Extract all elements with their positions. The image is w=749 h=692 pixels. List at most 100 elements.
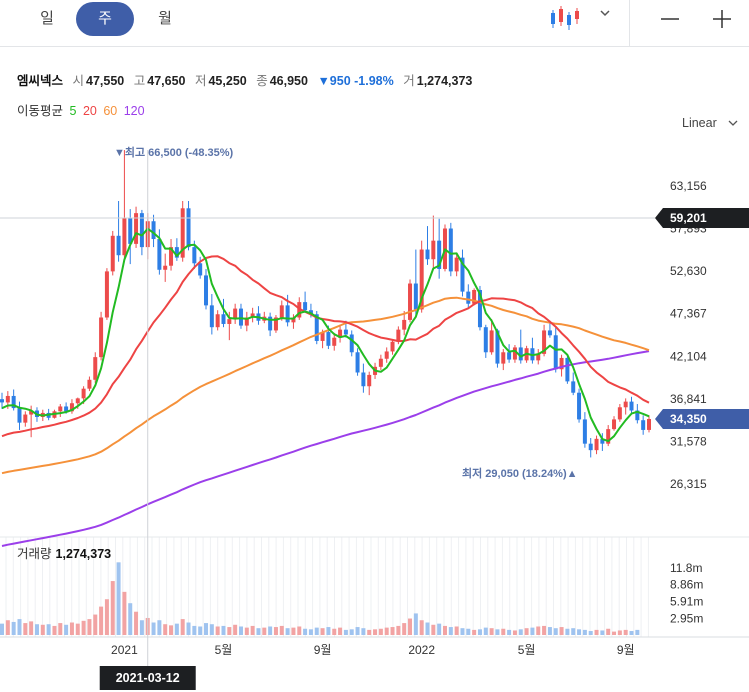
candle-body [93,357,98,380]
candle-body [215,314,220,328]
candle-body [460,257,465,292]
price-tick-label: 36,841 [670,392,707,406]
volume-bar [308,629,313,635]
candle-body [629,401,634,411]
volume-bar [466,628,471,635]
candle-body [17,408,22,423]
candlestick-icon[interactable] [549,4,583,32]
high-annotation: ▼최고 66,500 (-48.35%) [114,145,234,159]
volume-bar [588,631,593,635]
volume-bar [617,630,622,635]
volume-bar [174,623,179,635]
candle-body [518,347,523,361]
candle-body [378,358,383,367]
scale-selector[interactable]: Linear [682,116,738,130]
volume-bar [303,628,308,635]
candle-body [635,410,640,421]
price-tick-label: 52,630 [670,264,707,278]
candle-body [192,247,197,264]
candle-body [606,429,611,444]
candle-body [553,335,558,370]
candle-body [384,351,389,359]
candle-body [198,263,203,276]
candle-body [600,438,605,444]
candle-body [29,410,34,415]
ma-legend-60[interactable]: 60 [103,104,118,118]
candle-body [641,420,646,430]
volume-bar [58,623,63,635]
volume-bar [34,624,39,635]
volume-bar [512,630,517,635]
low-label: 저 [194,74,207,88]
volume-bar [384,627,389,635]
candle-body [582,419,587,444]
price-tick-label: 42,104 [670,349,707,363]
volume-bar [29,621,34,635]
ma-legend-120[interactable]: 120 [123,104,145,118]
volume-bar [623,629,628,635]
plus-icon[interactable] [711,8,733,30]
volume-bar [565,628,570,635]
tab-weekly[interactable]: 주 [76,2,134,36]
candle-body [547,330,552,336]
candle-body [163,265,168,270]
volume-bar [635,629,640,635]
volume-bar [553,628,558,635]
change-value: ▼950 -1.98% [317,74,394,88]
price-tick-label: 47,367 [670,307,707,321]
volume-bar [326,627,331,635]
candle-body [291,317,296,323]
candle-body [419,249,424,310]
volume-bar [355,627,360,635]
candle-body [647,419,651,430]
candle-body [268,316,273,331]
volume-bar [594,629,599,635]
candle-body [180,208,185,258]
crosshair-price-label: 59,201 [670,211,707,225]
candle-body [477,289,482,328]
volume-bar [396,625,401,635]
candle-body [431,240,436,260]
volume-bar [477,629,482,635]
volume-bar [93,614,98,635]
volume-bar [437,623,442,635]
tab-monthly[interactable]: 월 [158,10,172,27]
volume-bar [518,629,523,635]
candle-body [244,317,249,326]
volume-bar [151,622,156,635]
candle-body [501,352,506,364]
price-tick-label: 63,156 [670,179,707,193]
candle-body [87,379,92,389]
candle-body [396,329,401,342]
minus-icon[interactable] [659,8,681,30]
volume-bar [233,624,238,635]
candle-body [75,398,80,404]
volume-bar [495,629,500,635]
chevron-down-icon[interactable] [599,6,611,21]
volume-legend-value: 1,274,373 [55,547,112,561]
candle-body [122,217,127,256]
close-label: 종 [256,74,268,88]
volume-bar [116,562,121,635]
volume-bar [81,620,86,635]
volume-bar [128,603,133,635]
ma-legend-20[interactable]: 20 [82,104,97,118]
ma20-line [1,255,650,438]
candle-body [233,308,238,320]
candle-body [58,406,63,412]
volume-bar [250,625,255,635]
candle-body [437,240,442,269]
volume-bar [64,624,69,635]
volume-bar [180,619,185,635]
low-annotation: 최저 29,050 (18.24%)▲ [462,466,578,480]
volume-bar [343,629,348,635]
volume-bar [244,627,249,635]
x-tick-label: 9월 [314,643,332,657]
volume-bar [629,631,634,635]
ma-legend-5[interactable]: 5 [69,104,77,118]
volume-bar [542,625,547,635]
volume-bar [489,628,494,635]
volume-bar [110,581,115,635]
tab-daily[interactable]: 일 [40,10,54,27]
